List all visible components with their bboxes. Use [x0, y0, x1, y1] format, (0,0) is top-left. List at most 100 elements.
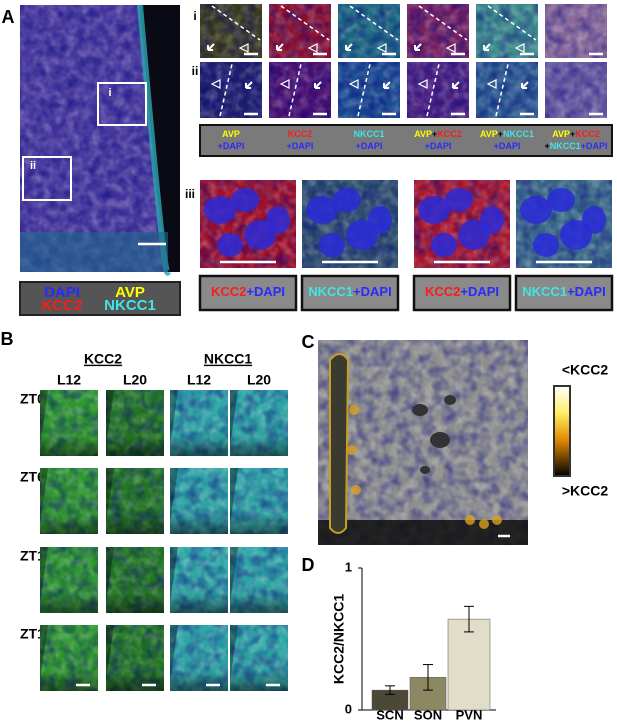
inset-label: ii: [30, 160, 36, 172]
label: +DAPI: [287, 141, 314, 151]
label-part: AVP: [480, 129, 498, 139]
boundary: [211, 5, 261, 41]
arrow: [314, 81, 322, 89]
shading: [170, 390, 228, 456]
micrograph-texture: [200, 62, 262, 118]
label-part: +DAPI: [287, 141, 314, 151]
nucleus: [333, 188, 361, 212]
y-tick-label: 1: [345, 559, 352, 574]
label-part: NKCC1: [308, 284, 353, 299]
shading: [106, 468, 164, 534]
nucleus: [431, 233, 457, 257]
label: +NKCC1+DAPI: [544, 141, 607, 151]
x-tick-label: SON: [414, 707, 442, 722]
light-label: L20: [247, 372, 271, 388]
panel-label: D: [302, 555, 315, 575]
boundary: [219, 63, 233, 117]
label-part: +DAPI: [353, 284, 392, 299]
vessel: [430, 432, 450, 448]
y-axis-label: KCC2/NKCC1: [331, 594, 347, 684]
group-header: KCC2: [84, 351, 122, 367]
label: KCC2: [288, 129, 313, 139]
label-part: NKCC1: [503, 129, 534, 139]
arrow: [483, 43, 491, 51]
nucleus: [231, 188, 259, 212]
arrowhead: [238, 43, 249, 53]
arrowhead: [417, 79, 428, 89]
shading: [40, 547, 48, 602]
panel-label: B: [1, 329, 14, 349]
shading: [40, 625, 48, 680]
arrowhead: [445, 43, 456, 53]
shading: [170, 468, 178, 523]
label-part: NKCC1: [353, 129, 384, 139]
arrowhead: [514, 43, 525, 53]
legend-box: [19, 281, 181, 316]
label-part: KCC2: [211, 284, 246, 299]
label-part: NKCC1: [550, 141, 581, 151]
shading: [170, 625, 178, 680]
signal: [465, 515, 475, 525]
arrowhead: [210, 79, 221, 89]
shading: [106, 468, 114, 523]
label-part: +DAPI: [460, 284, 499, 299]
nucleus: [266, 206, 290, 234]
legend-entry: DAPI: [44, 284, 80, 301]
row-label: iii: [185, 187, 195, 201]
channel-box: [198, 274, 298, 312]
nucleus: [547, 188, 575, 212]
arrowhead: [376, 43, 387, 53]
label-part: +DAPI: [494, 141, 521, 151]
signal: [479, 519, 489, 529]
micrograph-texture: [318, 340, 528, 545]
shading: [230, 390, 288, 456]
nucleus: [368, 206, 392, 234]
boundary: [288, 63, 302, 117]
label: +DAPI: [425, 141, 452, 151]
label-part: AVP: [222, 129, 240, 139]
channel-box: [199, 124, 613, 157]
arrow: [383, 81, 391, 89]
label-part: KCC2: [437, 129, 462, 139]
nucleus: [306, 196, 338, 224]
label-part: +DAPI: [218, 141, 245, 151]
boundary: [357, 63, 371, 117]
nucleus: [582, 206, 606, 234]
arrowhead: [348, 79, 359, 89]
micrograph-texture: [407, 62, 469, 118]
shading: [170, 547, 228, 613]
shading: [170, 390, 178, 445]
arrow: [345, 43, 353, 51]
x-tick-label: PVN: [456, 707, 483, 722]
channel-box: [514, 274, 614, 312]
label-part: +: [544, 141, 549, 151]
shading: [40, 625, 98, 691]
nucleus: [217, 233, 243, 257]
label-part: +DAPI: [356, 141, 383, 151]
label: NKCC1+DAPI: [522, 284, 605, 299]
tissue-edge: [140, 5, 180, 272]
nucleus: [319, 233, 345, 257]
label: AVP+NKCC1: [480, 129, 534, 139]
shading: [230, 547, 288, 613]
label-part: AVP: [552, 129, 570, 139]
signal: [492, 515, 502, 525]
colorbar-label: >KCC2: [562, 483, 609, 499]
nucleus: [480, 206, 504, 234]
channel-box: [412, 274, 512, 312]
label-part: +DAPI: [567, 284, 606, 299]
shading: [40, 468, 98, 534]
row-label: ii: [192, 64, 199, 78]
group-header: NKCC1: [204, 351, 252, 367]
label: AVP: [222, 129, 240, 139]
label: KCC2+DAPI: [211, 284, 285, 299]
micrograph-texture: [545, 4, 607, 58]
shading: [170, 625, 228, 691]
label-part: KCC2: [288, 129, 313, 139]
arrowhead: [307, 43, 318, 53]
colorbar-label: <KCC2: [562, 362, 609, 378]
bottom-region: [318, 520, 528, 545]
panel-label: C: [302, 332, 315, 352]
shading: [230, 390, 238, 445]
shading: [230, 625, 238, 680]
